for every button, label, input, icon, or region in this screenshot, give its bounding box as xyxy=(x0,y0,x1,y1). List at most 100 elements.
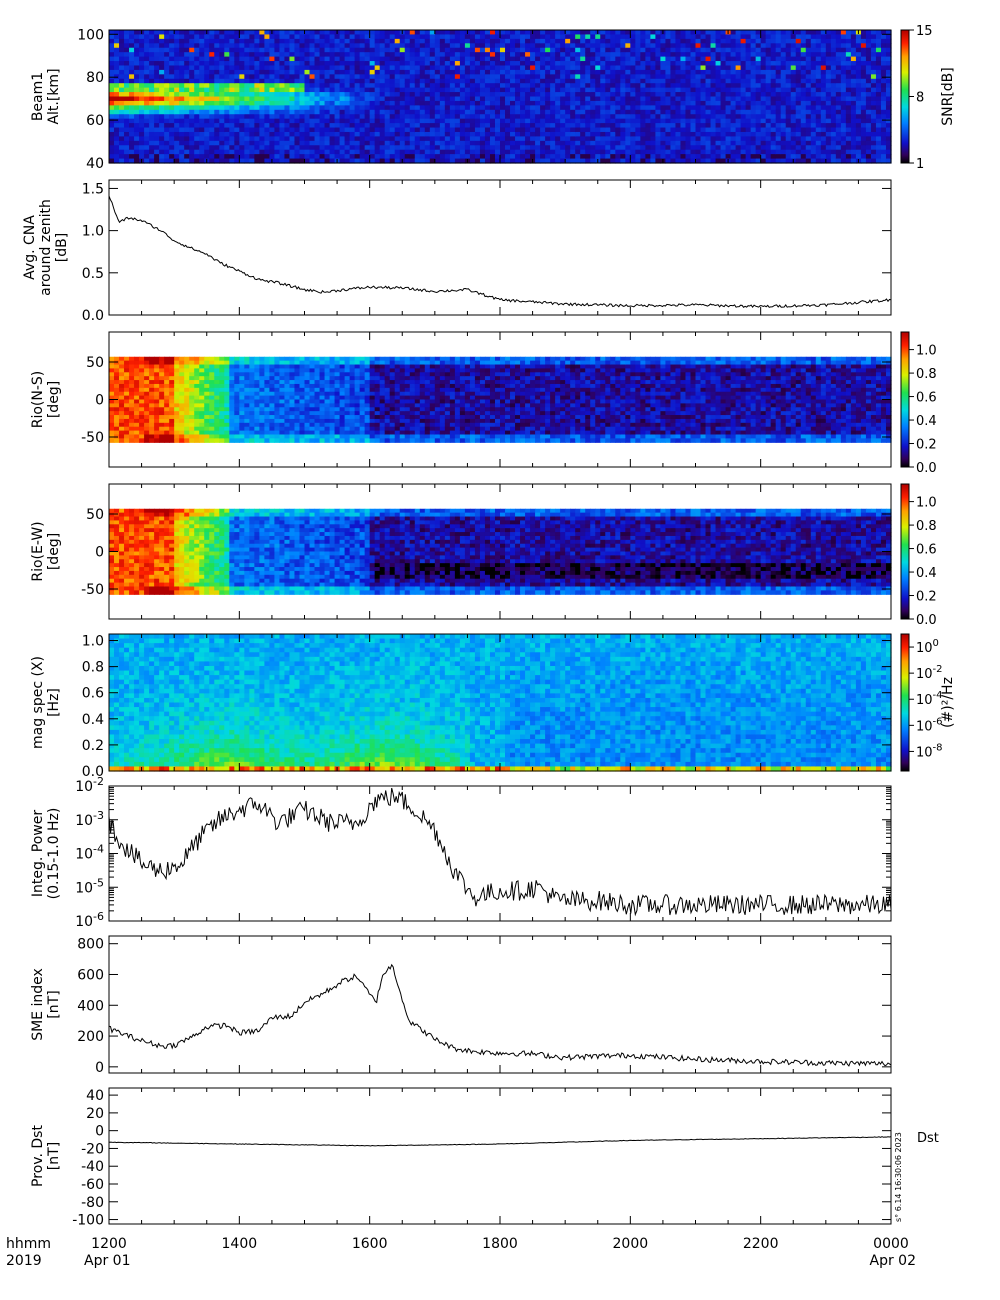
heatmap-cell xyxy=(144,92,150,98)
heatmap-cell xyxy=(675,154,682,160)
heatmap-cell xyxy=(770,105,777,111)
heatmap-cell xyxy=(780,34,787,40)
heatmap-cell xyxy=(429,154,436,160)
heatmap-cell xyxy=(500,96,506,102)
heatmap-cell xyxy=(615,158,621,164)
heatmap-cell xyxy=(560,154,566,160)
heatmap-cell xyxy=(309,87,316,93)
heatmap-cell xyxy=(344,114,351,120)
heatmap-cell xyxy=(344,109,351,115)
heatmap-cell xyxy=(394,74,401,80)
heatmap-cell xyxy=(805,74,812,80)
heatmap-cell xyxy=(374,56,381,62)
heatmap-cell xyxy=(314,34,321,40)
heatmap-cell xyxy=(640,145,646,151)
heatmap-cell xyxy=(880,105,887,111)
heatmap-cell xyxy=(139,87,145,93)
heatmap-cell xyxy=(239,52,245,58)
heatmap-cell xyxy=(179,109,185,115)
heatmap-cell xyxy=(324,118,331,124)
heatmap-cell xyxy=(580,118,586,124)
heatmap-cell xyxy=(880,136,887,142)
heatmap-cell xyxy=(474,74,481,80)
heatmap-cell xyxy=(530,149,536,155)
heatmap-cell xyxy=(309,30,316,36)
heatmap-cell xyxy=(520,145,526,151)
heatmap-cell xyxy=(434,65,441,71)
heatmap-cell xyxy=(274,74,281,80)
heatmap-cell xyxy=(600,105,606,111)
heatmap-cell xyxy=(344,149,351,155)
heatmap-cell xyxy=(500,56,506,62)
heatmap-cell xyxy=(439,105,446,111)
heatmap-cell xyxy=(520,52,526,58)
heatmap-cell xyxy=(329,78,336,84)
heatmap-cell xyxy=(109,154,115,160)
heatmap-cell xyxy=(304,43,311,49)
heatmap-cell xyxy=(870,127,877,133)
heatmap-cell xyxy=(139,140,145,146)
heatmap-cell xyxy=(119,118,125,124)
heatmap-cell xyxy=(580,47,586,53)
heatmap-cell xyxy=(700,52,707,58)
heatmap-cell xyxy=(429,109,436,115)
heatmap-cell xyxy=(850,69,857,75)
heatmap-cell xyxy=(159,78,165,84)
heatmap-cell xyxy=(555,69,561,75)
heatmap-cell xyxy=(825,149,832,155)
heatmap-cell xyxy=(710,140,717,146)
heatmap-cell xyxy=(399,38,406,44)
heatmap-cell xyxy=(299,114,306,120)
heatmap-cell xyxy=(239,38,245,44)
heatmap-cell xyxy=(875,52,882,58)
heatmap-cell xyxy=(139,96,145,102)
heatmap-cell xyxy=(274,34,281,40)
heatmap-cell xyxy=(114,399,120,404)
heatmap-cell xyxy=(695,92,702,98)
heatmap-cell xyxy=(705,105,712,111)
heatmap-cell xyxy=(129,430,135,436)
heatmap-cell xyxy=(750,83,757,89)
heatmap-cell xyxy=(229,109,235,115)
heatmap-cell xyxy=(570,123,576,129)
heatmap-cell xyxy=(384,100,391,106)
heatmap-cell xyxy=(800,158,807,164)
heatmap-cell xyxy=(740,114,747,120)
heatmap-cell xyxy=(159,154,165,160)
heatmap-cell xyxy=(159,92,165,98)
heatmap-cell xyxy=(820,100,827,106)
heatmap-cell xyxy=(219,123,225,129)
heatmap-cell xyxy=(269,74,276,80)
heatmap-cell xyxy=(735,109,742,115)
heatmap-cell xyxy=(550,87,556,93)
heatmap-cell xyxy=(249,87,255,93)
heatmap-cell xyxy=(239,65,245,71)
heatmap-cell xyxy=(565,100,571,106)
heatmap-cell xyxy=(530,87,536,93)
heatmap-cell xyxy=(530,61,536,67)
heatmap-cell xyxy=(520,158,526,164)
heatmap-cell xyxy=(209,56,215,62)
heatmap-cell xyxy=(139,415,145,420)
heatmap-cell xyxy=(174,87,180,93)
heatmap-cell xyxy=(159,109,165,115)
heatmap-cell xyxy=(244,136,250,142)
heatmap-cell xyxy=(254,74,260,80)
heatmap-cell xyxy=(600,100,606,106)
heatmap-cell xyxy=(224,140,230,146)
heatmap-cell xyxy=(825,34,832,40)
heatmap-cell xyxy=(209,154,215,160)
heatmap-cell xyxy=(179,61,185,67)
heatmap-cell xyxy=(374,105,381,111)
heatmap-cell xyxy=(419,149,426,155)
heatmap-cell xyxy=(224,47,230,53)
heatmap-cell xyxy=(364,131,371,137)
heatmap-cell xyxy=(209,87,215,93)
heatmap-cell xyxy=(154,140,160,146)
heatmap-cell xyxy=(124,30,130,36)
heatmap-cell xyxy=(274,100,281,106)
heatmap-cell xyxy=(695,96,702,102)
heatmap-cell xyxy=(560,74,566,80)
heatmap-cell xyxy=(479,78,486,84)
heatmap-cell xyxy=(439,69,446,75)
